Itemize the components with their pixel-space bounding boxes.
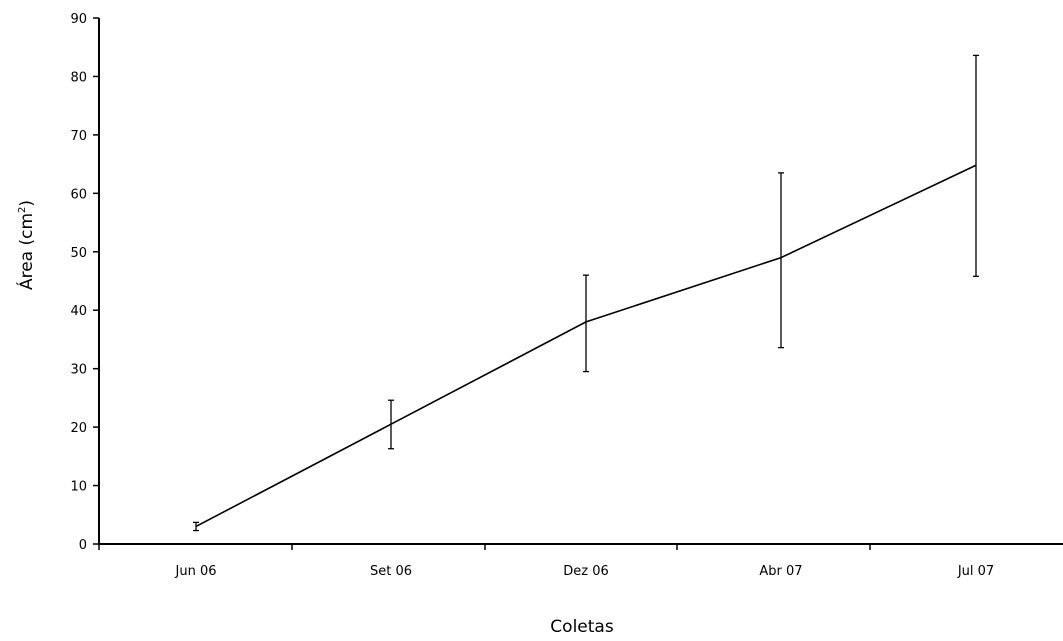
y-tick-label: 30 [70,363,87,378]
x-tick-label: Dez 06 [563,564,609,579]
y-axis-title-superscript: 2 [17,207,28,213]
x-axis-title: Coletas [550,617,614,637]
y-tick-label: 10 [70,480,87,495]
error-bars [193,54,979,532]
x-tick-label: Set 06 [370,564,412,579]
y-tick-label: 20 [70,421,87,436]
y-tick-label: 40 [70,304,87,319]
x-tick-label: Jul 07 [957,564,994,579]
series-line [195,164,977,528]
y-tick-label: 80 [70,70,87,85]
x-tick-label: Jun 06 [175,564,217,579]
tick-labels: 0 10 20 30 40 50 60 70 80 90 Jun 06 Set 06 Dez 06 Abr… [70,12,994,579]
y-axis-title: Área (cm2) [15,200,37,290]
x-tick-label: Abr 07 [759,564,802,579]
y-tick-label: 60 [70,187,87,202]
y-tick-label: 50 [70,246,87,261]
axes [93,17,1063,550]
y-axis-title-close: ) [17,200,37,207]
y-tick-label: 70 [70,129,87,144]
y-axis-title-main: Área (cm [15,213,37,290]
y-tick-label: 90 [70,12,87,27]
data-series [195,164,977,528]
y-tick-label: 0 [79,538,87,553]
